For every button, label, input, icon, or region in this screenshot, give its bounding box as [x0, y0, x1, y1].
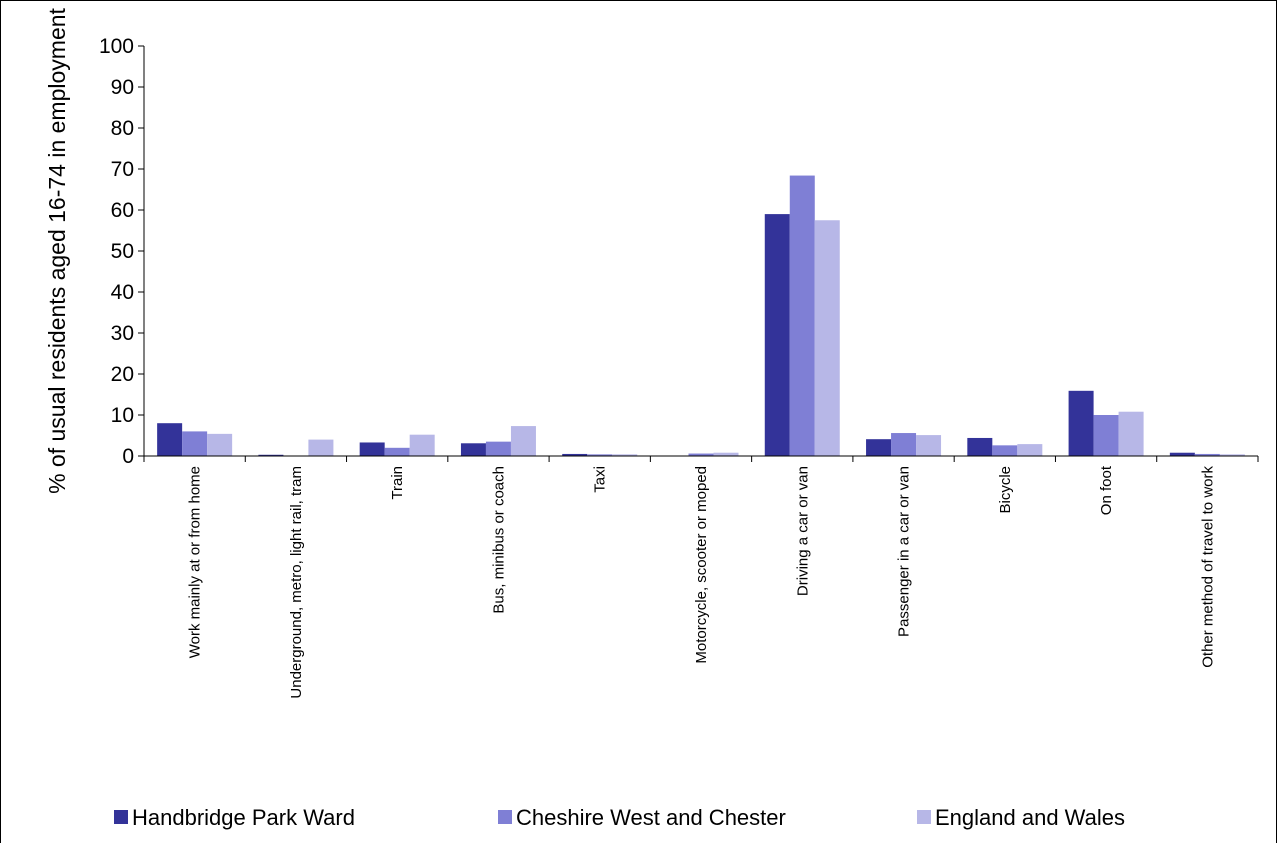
y-tick-label-1: 0: [122, 445, 134, 468]
bar-3-2: [308, 440, 333, 456]
x-category-label-3: Train: [389, 466, 406, 500]
bar-3-9: [1017, 444, 1042, 456]
x-category-label-7: Driving a car or van: [794, 466, 811, 596]
bar-1-8: [866, 439, 891, 456]
legend-swatch-2: [498, 810, 512, 824]
x-category-label-5: Taxi: [592, 466, 609, 493]
x-category-label-2: Underground, metro, light rail, tram: [288, 466, 305, 699]
x-category-label-6: Motorcycle, scooter or moped: [693, 466, 710, 664]
bar-3-8: [916, 435, 941, 456]
bar-2-3: [385, 448, 410, 456]
y-tick-label-7: 60: [111, 199, 134, 222]
x-category-label-10: On foot: [1098, 465, 1115, 515]
bar-1-1: [157, 423, 182, 456]
legend: Handbridge Park Ward Cheshire West and Ch…: [114, 805, 1125, 830]
bar-1-9: [967, 438, 992, 456]
bar-3-4: [511, 426, 536, 456]
legend-swatch-3: [917, 810, 931, 824]
bar-1-3: [360, 442, 385, 456]
y-tick-label-10: 90: [111, 76, 134, 99]
y-tick-label-11: 100: [99, 35, 134, 58]
x-category-label-1: Work mainly at or from home: [187, 466, 204, 658]
bar-2-1: [182, 431, 207, 456]
bar-1-7: [765, 214, 790, 456]
y-tick-labels: 0 10 20 30 40 50 60 70 80 90 100: [99, 35, 134, 468]
bar-2-7: [790, 176, 815, 456]
bar-2-9: [992, 445, 1017, 456]
bar-1-4: [461, 443, 486, 456]
legend-label-3: England and Wales: [935, 805, 1125, 830]
legend-label-1: Handbridge Park Ward: [132, 805, 355, 830]
y-tick-label-2: 10: [111, 404, 134, 427]
bar-2-4: [486, 442, 511, 456]
bar-3-7: [815, 220, 840, 456]
y-tick-label-6: 50: [111, 240, 134, 263]
x-category-label-9: Bicycle: [997, 466, 1014, 514]
y-axis-label: % of usual residents aged 16-74 in emplo…: [44, 7, 70, 493]
bar-1-10: [1069, 391, 1094, 456]
x-category-label-8: Passenger in a car or van: [896, 466, 913, 637]
legend-label-2: Cheshire West and Chester: [516, 805, 786, 830]
bar-3-3: [410, 435, 435, 456]
bars-layer: [157, 176, 1245, 456]
x-tick-labels: Work mainly at or from home Underground, …: [187, 465, 1217, 698]
y-tick-label-3: 20: [111, 363, 134, 386]
bar-3-1: [207, 434, 232, 456]
y-tick-label-4: 30: [111, 322, 134, 345]
bar-3-10: [1119, 412, 1144, 456]
bar-2-10: [1094, 415, 1119, 456]
legend-swatch-1: [114, 810, 128, 824]
y-tick-label-5: 40: [111, 281, 134, 304]
bar-2-8: [891, 433, 916, 456]
y-tick-label-9: 80: [111, 117, 134, 140]
y-tick-label-8: 70: [111, 158, 134, 181]
x-category-label-11: Other method of travel to work: [1199, 466, 1216, 668]
x-category-label-4: Bus, minibus or coach: [490, 466, 507, 614]
